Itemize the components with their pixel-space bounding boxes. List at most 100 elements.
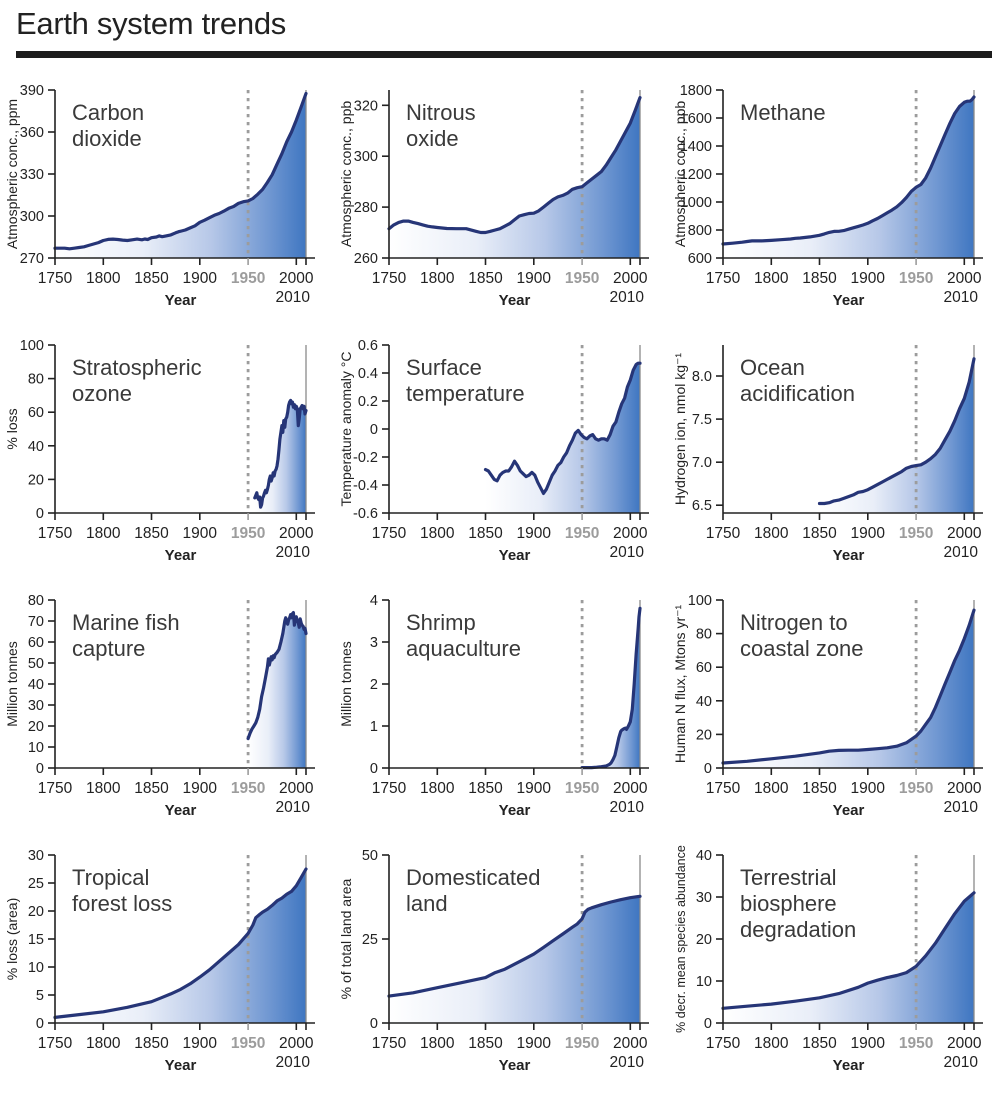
svg-text:1750: 1750 xyxy=(372,525,407,542)
svg-text:100: 100 xyxy=(20,338,44,354)
svg-text:1850: 1850 xyxy=(468,780,503,797)
svg-text:0: 0 xyxy=(370,1016,378,1032)
svg-text:-0.2: -0.2 xyxy=(353,450,378,466)
chart-cell: 0 5 10 15 20 25 30 1750 1800 1850 1900 1950 2000 2010… xyxy=(0,837,334,1092)
year-label: Year xyxy=(165,547,197,564)
page-title: Earth system trends xyxy=(16,6,286,41)
svg-text:60: 60 xyxy=(28,405,44,421)
svg-text:1950: 1950 xyxy=(231,780,265,797)
svg-text:1750: 1750 xyxy=(38,270,73,287)
svg-text:Stratospheric: Stratospheric xyxy=(72,355,202,380)
y-axis: 270 300 330 360 390 xyxy=(20,83,56,267)
svg-text:Surface: Surface xyxy=(406,355,482,380)
svg-text:1750: 1750 xyxy=(706,1035,741,1052)
svg-text:0: 0 xyxy=(704,1016,712,1032)
svg-text:2: 2 xyxy=(370,677,378,693)
svg-text:Tropical: Tropical xyxy=(72,865,149,890)
chart-ocean-acidification: 6.5 7.0 7.5 8.0 1750 1800 1850 1900 1950 2000 2010… xyxy=(672,344,983,564)
svg-text:biosphere: biosphere xyxy=(740,891,837,916)
y-axis: 0 25 50 xyxy=(362,848,390,1032)
svg-text:1750: 1750 xyxy=(372,780,407,797)
svg-text:600: 600 xyxy=(688,251,712,267)
y-axis-label: Temperature anomaly °C xyxy=(338,351,354,506)
svg-text:20: 20 xyxy=(696,727,712,743)
chart-carbon-dioxide: 270 300 330 360 390 1750 1800 1850 1900 1950 2000 2… xyxy=(4,83,315,309)
svg-text:1750: 1750 xyxy=(38,525,73,542)
svg-text:1800: 1800 xyxy=(754,1035,789,1052)
svg-text:temperature: temperature xyxy=(406,381,525,406)
svg-text:1800: 1800 xyxy=(86,525,121,542)
y-axis-label: Human N flux, Mtons yr⁻¹ xyxy=(672,604,688,763)
svg-text:1850: 1850 xyxy=(134,1035,169,1052)
x-axis: 1750 1800 1850 1900 1950 2000 2010 Year xyxy=(38,511,315,564)
svg-text:aquaculture: aquaculture xyxy=(406,636,521,661)
y-axis: 0 10 20 30 40 xyxy=(696,848,724,1032)
svg-text:2000: 2000 xyxy=(947,1035,982,1052)
title-rule xyxy=(16,50,992,58)
x-end-label: 2010 xyxy=(610,799,645,816)
data-curve xyxy=(387,95,642,234)
x-axis: 1750 1800 1850 1900 1950 2000 2010 Year xyxy=(372,256,649,309)
svg-text:330: 330 xyxy=(20,167,44,183)
svg-text:1850: 1850 xyxy=(468,270,503,287)
svg-text:1800: 1800 xyxy=(420,270,455,287)
svg-text:2000: 2000 xyxy=(279,780,314,797)
svg-text:100: 100 xyxy=(688,593,712,609)
x-end-label: 2010 xyxy=(610,544,645,561)
data-curve xyxy=(53,91,308,251)
year-label: Year xyxy=(165,292,197,309)
svg-text:1950: 1950 xyxy=(231,270,265,287)
svg-text:0.2: 0.2 xyxy=(358,394,378,410)
data-curve xyxy=(721,608,976,765)
svg-text:60: 60 xyxy=(28,635,44,651)
y-axis: 0 5 10 15 20 25 30 xyxy=(28,848,56,1032)
svg-text:1850: 1850 xyxy=(468,1035,503,1052)
svg-text:5: 5 xyxy=(36,988,44,1004)
svg-text:1600: 1600 xyxy=(680,111,712,127)
chart-stratospheric-ozone: 0 20 40 60 80 100 1750 1800 1850 1900 1950 2000 2010… xyxy=(4,338,315,564)
svg-text:10: 10 xyxy=(28,740,44,756)
svg-text:1800: 1800 xyxy=(86,780,121,797)
svg-text:1950: 1950 xyxy=(565,1035,599,1052)
x-end-label: 2010 xyxy=(276,799,311,816)
svg-text:1400: 1400 xyxy=(680,139,712,155)
svg-text:320: 320 xyxy=(354,98,378,114)
svg-text:1950: 1950 xyxy=(899,780,933,797)
svg-text:70: 70 xyxy=(28,614,44,630)
svg-text:1800: 1800 xyxy=(754,780,789,797)
svg-text:-0.6: -0.6 xyxy=(353,506,378,522)
svg-text:2000: 2000 xyxy=(613,780,648,797)
svg-text:8.0: 8.0 xyxy=(692,369,712,385)
svg-text:6.5: 6.5 xyxy=(692,498,712,514)
charts-grid: 270 300 330 360 390 1750 1800 1850 1900 1950 2000 2… xyxy=(0,72,1000,1092)
svg-text:0.4: 0.4 xyxy=(358,366,378,382)
svg-text:Terrestrial: Terrestrial xyxy=(740,865,837,890)
x-end-label: 2010 xyxy=(276,1054,311,1071)
svg-text:1800: 1800 xyxy=(86,1035,121,1052)
svg-text:capture: capture xyxy=(72,636,145,661)
svg-text:dioxide: dioxide xyxy=(72,126,142,151)
page-header: Earth system trends xyxy=(0,0,1000,58)
svg-text:40: 40 xyxy=(696,693,712,709)
chart-shrimp-aquaculture: 0 1 2 3 4 1750 1800 1850 1900 1950 2000 2010 Year Mil… xyxy=(338,593,649,819)
x-end-label: 2010 xyxy=(944,544,979,561)
chart-terrestrial-biosphere-degradation: 0 10 20 30 40 1750 1800 1850 1900 1950 2000 2010 Yea… xyxy=(674,845,983,1074)
svg-text:10: 10 xyxy=(28,960,44,976)
svg-text:1850: 1850 xyxy=(134,780,169,797)
svg-text:15: 15 xyxy=(28,932,44,948)
area-fill xyxy=(723,96,974,258)
chart-cell: -0.6 -0.4 -0.2 0 0.2 0.4 0.6 1750 1800 1850 1900 19… xyxy=(334,327,668,582)
svg-text:390: 390 xyxy=(20,83,44,99)
svg-text:30: 30 xyxy=(28,698,44,714)
svg-text:1900: 1900 xyxy=(183,780,218,797)
area-fill xyxy=(254,400,306,513)
y-axis: 0 10 20 30 40 50 60 70 80 xyxy=(28,593,56,777)
year-label: Year xyxy=(165,802,197,819)
svg-text:Carbon: Carbon xyxy=(72,100,144,125)
chart-cell: 0 1 2 3 4 1750 1800 1850 1900 1950 2000 2010 Year Mil… xyxy=(334,582,668,837)
svg-text:degradation: degradation xyxy=(740,917,856,942)
